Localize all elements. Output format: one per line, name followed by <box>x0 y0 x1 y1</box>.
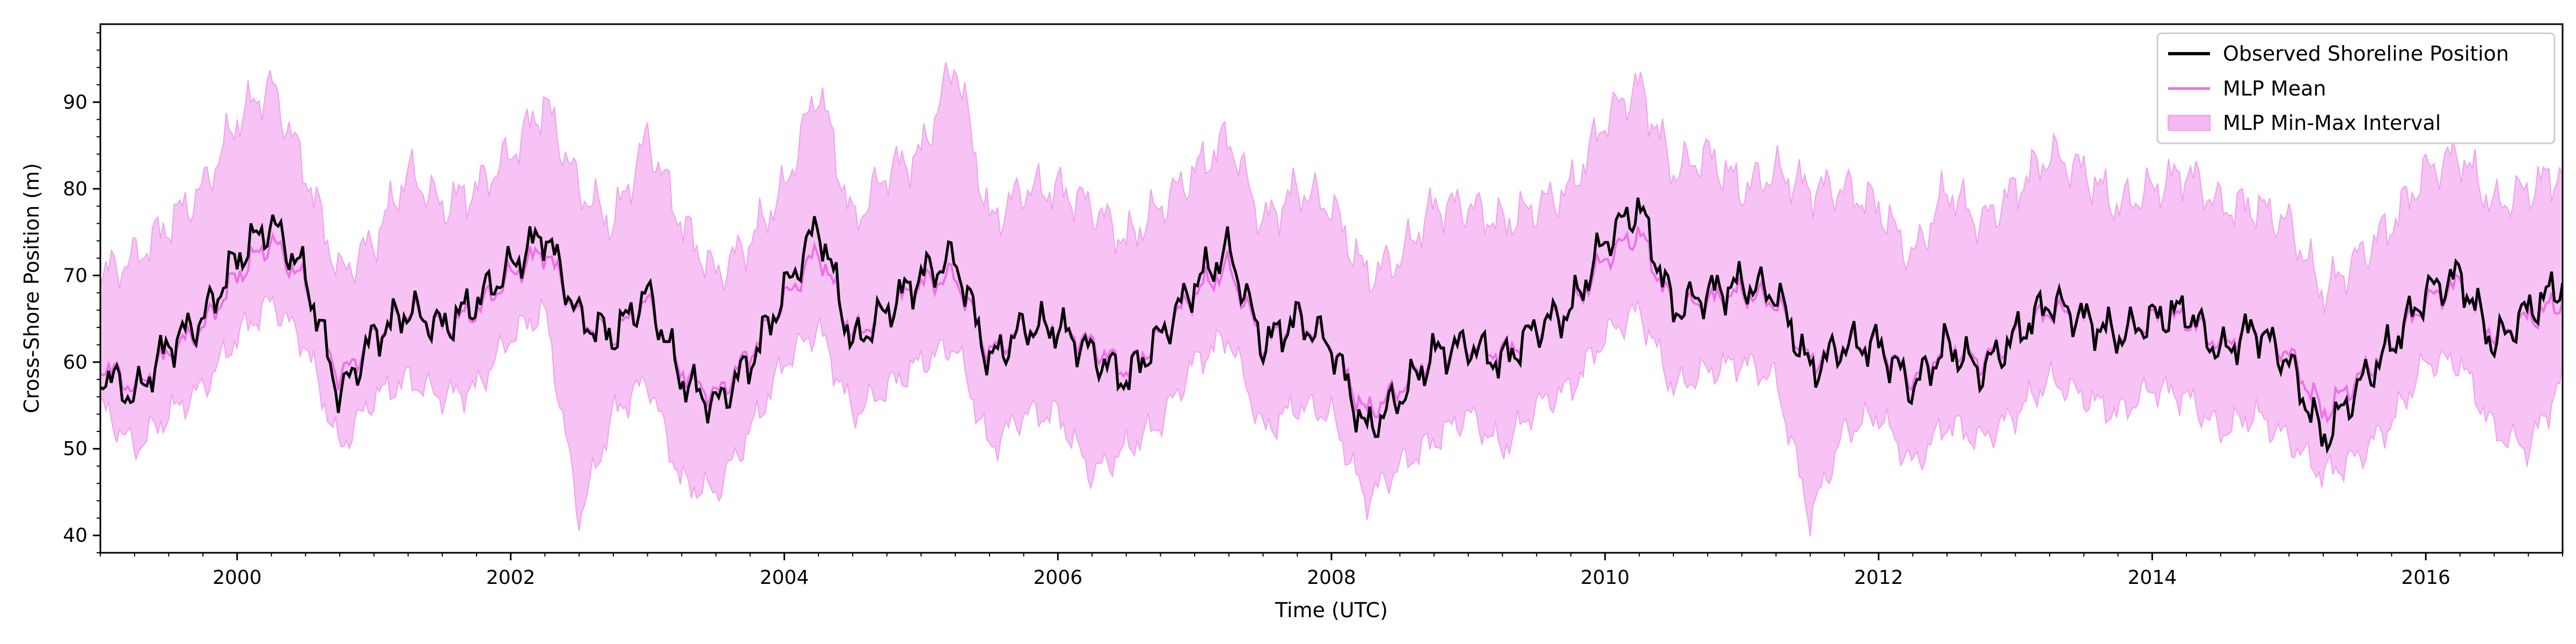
x-axis-ticks: 2000 2002 2004 2006 2008 2010 2012 2014 2016 <box>100 553 2563 589</box>
observed-shoreline-line <box>100 197 2563 455</box>
y-tick-label: 80 <box>63 178 87 200</box>
legend-mean-label: MLP Mean <box>2223 77 2326 100</box>
x-tick-label: 2014 <box>2128 567 2177 589</box>
legend-box <box>2156 32 2556 144</box>
x-tick-label: 2016 <box>2401 567 2450 589</box>
legend-observed-label: Observed Shoreline Position <box>2223 42 2509 65</box>
x-tick-label: 2000 <box>213 567 262 589</box>
x-tick-label: 2004 <box>760 567 809 589</box>
y-axis-label: Cross-Shore Position (m) <box>20 163 43 413</box>
x-tick-label: 2010 <box>1580 567 1630 589</box>
mlp-min-max-interval <box>100 62 2563 537</box>
x-tick-label: 2002 <box>486 567 536 589</box>
x-axis-label: Time (UTC) <box>1275 598 1388 622</box>
y-tick-label: 60 <box>63 352 87 374</box>
y-tick-label: 70 <box>63 265 87 287</box>
y-tick-label: 90 <box>63 91 87 113</box>
x-tick-label: 2012 <box>1854 567 1904 589</box>
x-tick-label: 2008 <box>1307 567 1356 589</box>
legend-interval-swatch <box>2168 115 2211 131</box>
x-tick-label: 2006 <box>1033 567 1082 589</box>
legend-interval-label: MLP Min-Max Interval <box>2223 111 2441 135</box>
legend: Observed Shoreline Position MLP Mean MLP… <box>2156 32 2556 144</box>
plot-area <box>100 62 2563 537</box>
y-axis-ticks: 40 50 60 70 80 90 <box>63 32 100 553</box>
y-tick-label: 40 <box>63 525 87 547</box>
y-tick-label: 50 <box>63 438 87 460</box>
